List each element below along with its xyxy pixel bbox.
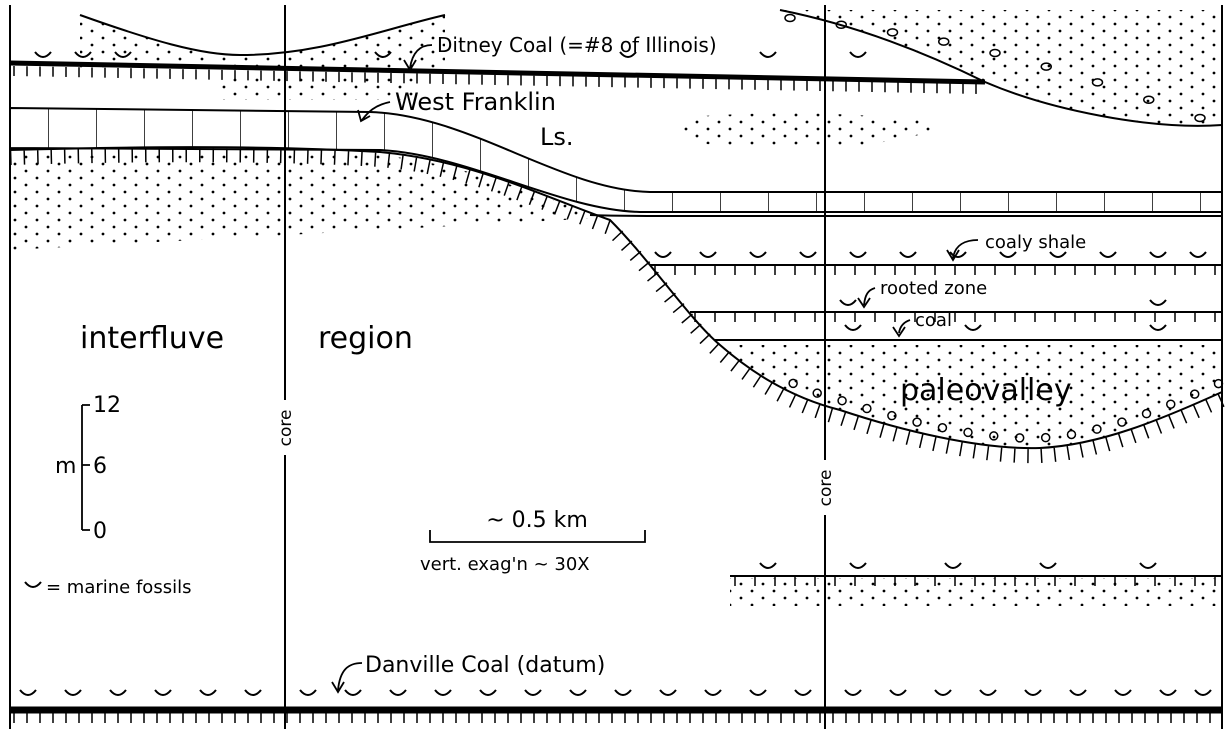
core-label: core (276, 410, 296, 447)
fossil (1195, 690, 1211, 695)
fossil (110, 690, 126, 695)
fossil (760, 563, 776, 568)
fossil (615, 690, 631, 695)
fossil (35, 52, 51, 57)
cross-section: Ditney Coal (=#8 of Illinois) West Frank… (0, 0, 1225, 729)
legend-text: = marine fossils (46, 577, 191, 598)
legend-symbol (25, 582, 41, 587)
fossil (525, 690, 541, 695)
pebble (785, 15, 795, 22)
interfluve-label: interfluve (80, 321, 224, 356)
horizontal-scale: ~ 0.5 km (486, 508, 588, 533)
fossil (965, 325, 981, 330)
fossil (850, 252, 866, 257)
rooted-zone-label: rooted zone (880, 278, 987, 299)
fossil (1100, 252, 1116, 257)
fossil (750, 252, 766, 257)
coal-label: coal (915, 310, 952, 331)
fossil (700, 252, 716, 257)
fossil (655, 252, 671, 257)
fossil (300, 690, 316, 695)
fossil (705, 690, 721, 695)
fossil (1160, 690, 1176, 695)
fossil (660, 690, 676, 695)
fossil (890, 690, 906, 695)
fossil (435, 690, 451, 695)
fossil (840, 300, 856, 305)
fossil (1140, 563, 1156, 568)
fossil (800, 252, 816, 257)
fossil (1070, 690, 1086, 695)
core-label: core (816, 470, 836, 507)
fossil (900, 252, 916, 257)
fossil (1190, 252, 1206, 257)
fossil (20, 690, 36, 695)
fossil (390, 690, 406, 695)
fossil (845, 690, 861, 695)
fossil (570, 690, 586, 695)
fossil (65, 690, 81, 695)
fossil (845, 325, 861, 330)
fossil (760, 52, 776, 57)
fossil (945, 563, 961, 568)
exaggeration: vert. exag'n ~ 30X (420, 554, 590, 575)
ls-label: Ls. (540, 123, 574, 151)
fossil (795, 690, 811, 695)
ditney-coal-label: Ditney Coal (=#8 of Illinois) (437, 33, 717, 57)
fossil (480, 690, 496, 695)
scale-unit: m (55, 454, 76, 479)
fossil (1040, 563, 1056, 568)
coaly-shale-label: coaly shale (985, 232, 1086, 253)
scale-tick: 6 (93, 454, 107, 479)
fossil (935, 690, 951, 695)
fossil (200, 690, 216, 695)
scale-tick: 12 (93, 393, 121, 418)
fossil (1150, 300, 1166, 305)
fossil (850, 563, 866, 568)
fossil (345, 690, 361, 695)
region-label: region (318, 321, 413, 356)
fossil (1150, 252, 1166, 257)
fossil (1115, 690, 1131, 695)
fossil (980, 690, 996, 695)
fossil (750, 690, 766, 695)
fossil (850, 52, 866, 57)
fossil (245, 690, 261, 695)
fossil (1025, 690, 1041, 695)
scale-tick: 0 (93, 519, 107, 544)
paleovalley-label: paleovalley (900, 373, 1072, 408)
fossil (1150, 325, 1166, 330)
sandstone (10, 10, 1222, 606)
fossil (155, 690, 171, 695)
west-franklin-label: West Franklin (395, 88, 556, 116)
danville-coal-label: Danville Coal (datum) (365, 653, 605, 678)
